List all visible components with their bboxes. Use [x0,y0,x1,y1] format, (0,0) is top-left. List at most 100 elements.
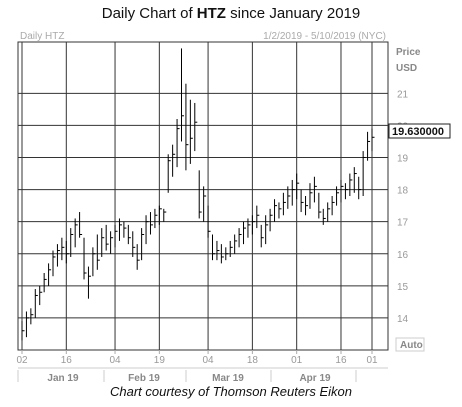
ohlc-bar [331,196,335,216]
ohlc-bar [358,176,362,200]
panel-label: Daily HTZ [20,31,64,42]
x-tick-label: 04 [109,355,121,366]
ohlc-bar [322,208,326,225]
ohlc-bar [21,321,25,341]
x-axis: 02 16 04 19 04 18 01 16 01 Jan 19 Feb 19 Mar 19 Apr … [16,350,378,384]
y-tick-label: 17 [397,218,409,229]
ohlc-bar [25,311,29,338]
ohlc-bar [238,228,242,248]
ohlc-bar [300,189,304,213]
ohlc-bar [132,231,136,257]
auto-scale-label: Auto [400,340,423,351]
ohlc-bar [305,196,309,216]
ohlc-bar [87,266,91,299]
ohlc-bar [371,128,375,152]
ohlc-bar [158,205,162,225]
last-price-label: 19.630000 [392,126,444,138]
ohlc-bar [110,231,114,254]
ohlc-bar [118,218,122,241]
y-tick-label: 15 [397,282,409,293]
ohlc-bar [336,186,340,206]
ohlc-bar [136,244,140,270]
ohlc-bar [216,240,220,261]
ohlc-bar [48,263,52,286]
ohlc-bar [260,224,264,248]
ohlc-bar [189,99,193,164]
ohlc-bar [251,215,255,235]
chart-header-band [18,28,388,42]
ohlc-bar [163,208,167,222]
ohlc-bar [287,186,291,209]
ohlc-bar [154,208,158,229]
ohlc-bar [141,228,145,261]
ohlc-bar [207,205,211,238]
y-tick-label: 21 [397,89,409,100]
x-tick-label: 16 [61,355,73,366]
ohlc-bar [344,183,348,200]
ohlc-bar [123,221,127,238]
x-tick-label: 18 [247,355,259,366]
ohlc-bar [61,237,65,261]
month-label: Jan 19 [47,373,79,384]
last-price-box [388,123,451,139]
ohlc-bar [92,247,96,277]
month-label: Apr 19 [299,373,331,384]
ohlc-bar [278,202,282,219]
chart-caption: Chart courtesy of Thomson Reuters Eikon [109,384,353,399]
ohlc-bar [256,205,260,229]
month-label: Mar 19 [212,373,244,384]
ohlc-bar [212,234,216,261]
x-tick-label: 04 [203,355,215,366]
ohlc-bar [229,240,233,257]
ohlc-bar [234,234,238,254]
ohlc-bar [101,228,105,257]
x-tick-label: 02 [16,355,28,366]
y-tick-label: 14 [397,314,409,325]
date-range: 1/2/2019 - 5/10/2019 (NYC) [263,31,386,42]
ohlc-bar [198,170,202,219]
y-tick-label: 19 [397,154,409,165]
ohlc-bar [225,247,229,261]
auto-scale-button[interactable] [395,337,425,352]
ohlc-bar [313,176,317,203]
ohlc-bar [127,224,131,245]
y-tick-label: 18 [397,186,409,197]
grid [18,42,388,350]
ohlc-bar [172,144,176,177]
x-tick-label: 19 [154,355,166,366]
ohlc-bar [176,119,180,168]
ohlc-bar [309,183,313,209]
ohlc-bar [194,102,198,152]
ohlc-bar [96,234,100,270]
ohlc-bar [247,218,251,238]
ohlc-bar [56,244,60,267]
ohlc-bar [79,212,83,238]
ohlc-bar [180,48,184,142]
ohlc-bar [83,237,87,280]
ohlc-bar [74,218,78,248]
ohlc-bar [318,192,322,219]
y-tick-label: 16 [397,250,409,261]
ohlc-bar [43,273,47,293]
ohlc-bar [296,173,300,200]
ohlc-bar [114,224,118,248]
ohlc-bar [149,212,153,235]
ohlc-bar [362,151,366,196]
ohlc-bar [327,202,331,222]
ohlc-bar [220,244,224,264]
ohlc-bar [340,179,344,203]
ohlc-bar [282,192,286,216]
ohlc-bar [243,221,247,245]
ohlc-bar [145,215,149,245]
ohlc-bar [367,131,371,161]
ohlc-bar [70,228,74,257]
x-tick-label: 01 [366,355,378,366]
ohlc-bar [349,173,353,196]
ohlc-bar [265,215,269,245]
month-label: Feb 19 [128,373,160,384]
ohlc-bar [274,199,278,222]
ohlc-bar [353,167,357,193]
x-tick-label: 16 [335,355,347,366]
ohlc-bar [203,186,207,222]
